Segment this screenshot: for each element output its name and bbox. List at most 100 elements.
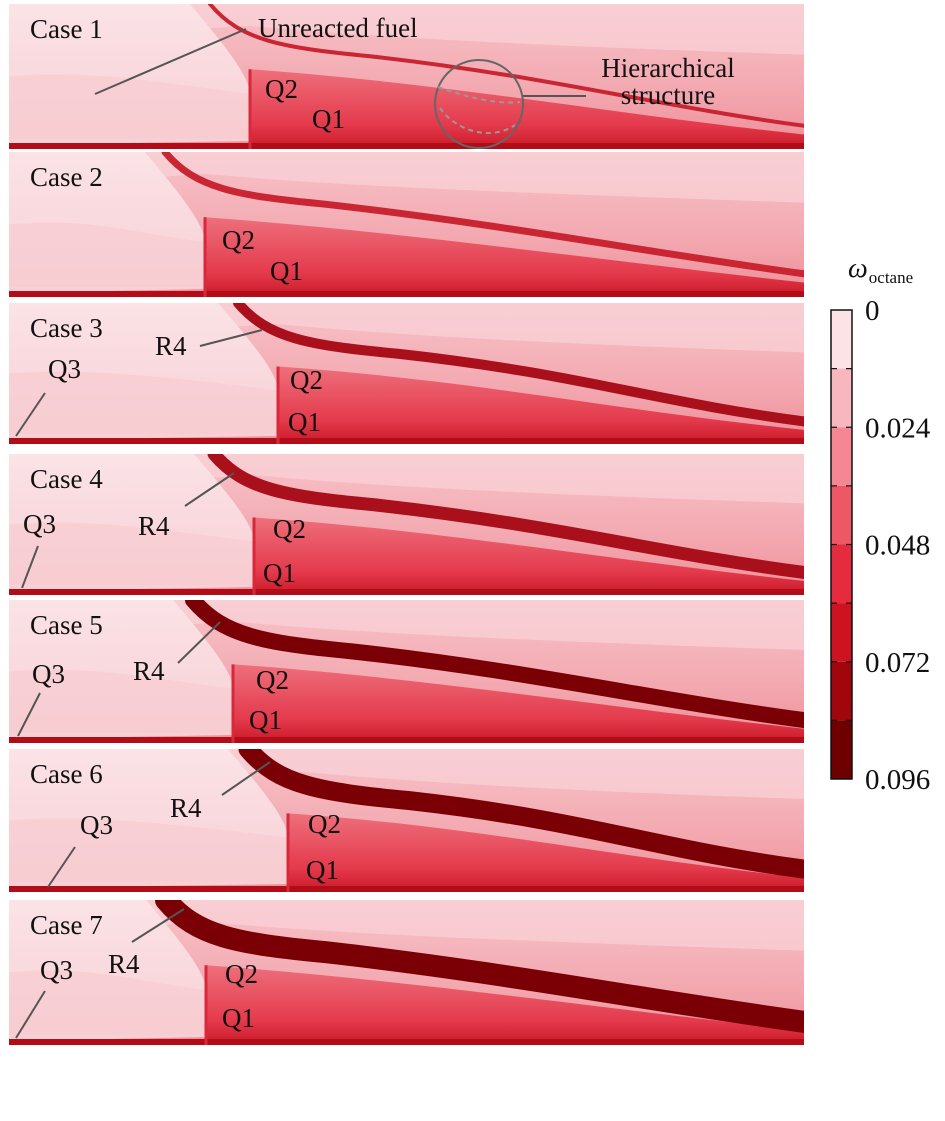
- upper-band: [9, 454, 804, 504]
- hierarchical-annotation: Hierarchical: [601, 53, 734, 83]
- shock-band: [238, 749, 804, 879]
- fuel-layer: [9, 970, 206, 1035]
- q3-leader-line: [21, 545, 39, 589]
- burned-region: [250, 69, 804, 149]
- r4-leader-line: [177, 621, 221, 664]
- burned-region: [288, 813, 804, 892]
- dashed-curve-upper: [437, 86, 521, 104]
- case-label: Case 4: [30, 464, 103, 494]
- r4-leader-line: [131, 908, 185, 943]
- shock-band: [185, 600, 804, 729]
- colorbar-segment: [831, 661, 852, 721]
- upper-band: [9, 4, 804, 55]
- colorbar-title-subscript: octane: [869, 268, 913, 287]
- burned-region: [206, 965, 804, 1045]
- wall-band: [9, 589, 804, 595]
- q2-label: Q2: [265, 74, 298, 104]
- case-label: Case 5: [30, 610, 103, 640]
- hierarchical-structure-circle: [434, 59, 524, 149]
- colorbar-segment: [831, 368, 852, 428]
- colorbar-segment: [831, 310, 852, 369]
- colorbar: 0 0.024 0.048 0.072 0.096 ωoctane: [830, 253, 931, 796]
- upper-band: [9, 152, 804, 203]
- q2-label: Q2: [225, 959, 258, 989]
- q1-label: Q1: [270, 256, 303, 286]
- q3-label: Q3: [40, 955, 73, 985]
- unreacted-fuel-leader-line: [94, 28, 247, 95]
- r4-leader-line: [221, 761, 271, 796]
- dashed-curve-lower: [439, 107, 516, 134]
- case-label: Case 3: [30, 313, 103, 343]
- q1-label: Q1: [263, 558, 296, 588]
- r4-label: R4: [133, 656, 165, 686]
- q1-label: Q1: [312, 104, 345, 134]
- panel-case-1: Case 1 Q2 Q1 Unreacted fuel Hierarchicalstru…: [9, 4, 804, 149]
- colorbar-tick-label: 0.072: [865, 647, 930, 679]
- q2-label: Q2: [273, 514, 306, 544]
- colorbar-segment: [831, 485, 852, 545]
- panel-case-3: Case 3 Q2 Q1 R4 Q3: [9, 303, 804, 444]
- colorbar-tick-label: 0.024: [865, 412, 931, 444]
- r4-label: R4: [155, 331, 187, 361]
- burned-region: [278, 366, 804, 444]
- q1-label: Q1: [249, 705, 282, 735]
- fuel-layer: [9, 371, 278, 434]
- q2-label: Q2: [308, 809, 341, 839]
- fuel-layer: [9, 222, 205, 287]
- colorbar-segment: [831, 720, 852, 779]
- q3-leader-line: [15, 392, 46, 437]
- wall-band: [9, 737, 804, 743]
- burned-region: [205, 217, 804, 297]
- colorbar-segment: [831, 603, 852, 662]
- wall-band: [9, 143, 804, 149]
- case-label: Case 2: [30, 162, 103, 192]
- case-label: Case 6: [30, 759, 103, 789]
- shock-band: [207, 454, 804, 579]
- fuel-layer: [9, 818, 288, 882]
- colorbar-tick-label: 0.096: [865, 764, 930, 796]
- colorbar-segment: [831, 544, 852, 604]
- r4-leader-line: [199, 329, 263, 347]
- q3-label: Q3: [80, 810, 113, 840]
- q2-label: Q2: [222, 225, 255, 255]
- panel-case-2: Case 2 Q2 Q1: [9, 152, 804, 297]
- wall-band: [9, 886, 804, 892]
- panel-case-7: Case 7 Q2 Q1 R4 Q3: [9, 900, 804, 1045]
- q3-label: Q3: [32, 659, 65, 689]
- q2-label: Q2: [290, 365, 323, 395]
- colorbar-segment: [831, 427, 852, 486]
- shock-band: [233, 303, 804, 427]
- r4-label: R4: [170, 793, 202, 823]
- fuel-layer: [9, 74, 250, 139]
- q3-leader-line: [17, 692, 41, 737]
- colorbar-title-symbol: ω: [848, 253, 868, 284]
- panel-case-6: Case 6 Q2 Q1 R4 Q3: [9, 749, 804, 892]
- panel-case-5: Case 5 Q2 Q1 R4 Q3: [9, 600, 804, 743]
- q3-leader-line: [15, 990, 46, 1039]
- fuel-layer: [9, 669, 233, 733]
- wall-band: [9, 438, 804, 444]
- q1-label: Q1: [288, 407, 321, 437]
- q1-label: Q1: [306, 855, 339, 885]
- panel-case-4: Case 4 Q2 Q1 R4 Q3: [9, 454, 804, 595]
- q3-label: Q3: [48, 354, 81, 384]
- r4-label: R4: [108, 949, 140, 979]
- structure-annotation: structure: [621, 80, 715, 110]
- colorbar-tick-label: 0.048: [865, 530, 930, 562]
- q1-label: Q1: [222, 1003, 255, 1033]
- upper-band: [9, 900, 804, 951]
- wall-band: [9, 291, 804, 297]
- case-label: Case 1: [30, 14, 103, 44]
- contour-panels: Case 1 Q2 Q1 Unreacted fuel Hierarchicalstru…: [9, 4, 804, 1045]
- shock-band: [155, 900, 804, 1033]
- shock-band: [161, 152, 804, 278]
- colorbar-tick-label: 0: [865, 295, 880, 327]
- burned-region: [233, 664, 804, 743]
- r4-label: R4: [138, 511, 170, 541]
- unreacted-fuel-annotation: Unreacted fuel: [258, 13, 418, 43]
- case-label: Case 7: [30, 910, 103, 940]
- fuel-layer: [9, 522, 254, 585]
- shock-band: [208, 4, 804, 128]
- colorbar-title: ωoctane: [848, 253, 913, 287]
